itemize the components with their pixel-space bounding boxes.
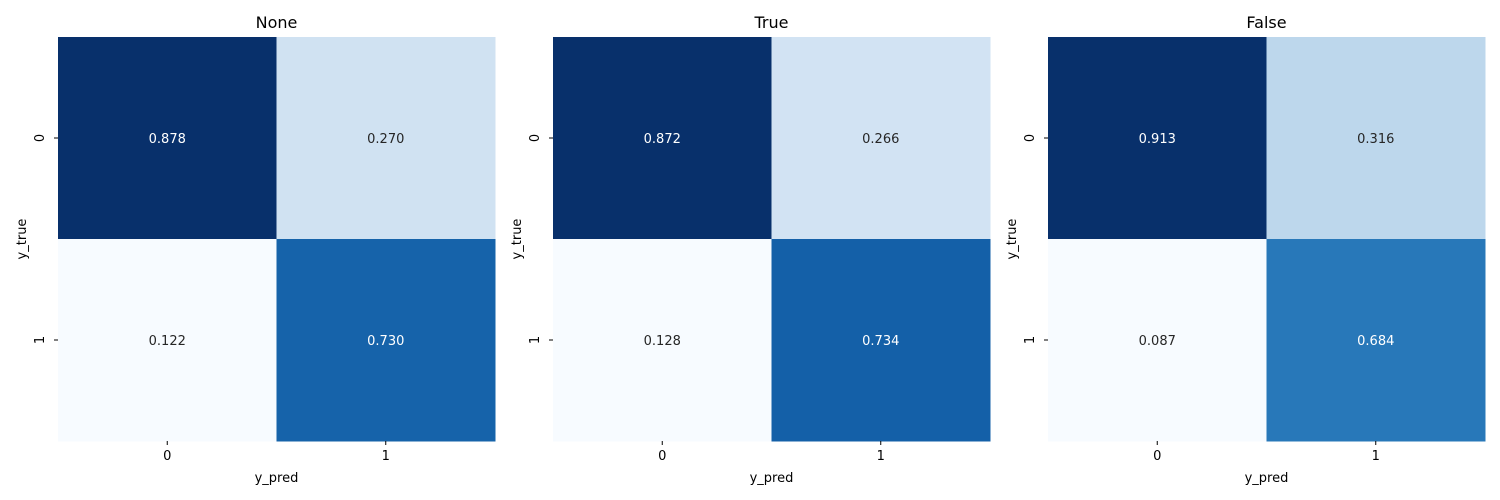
cell-value-label: 0.316 bbox=[1357, 132, 1394, 147]
heatmap-panel-0: 0.878 0.270 0.122 0.730 None 0 1 0 1 y_pred y_true bbox=[15, 13, 496, 486]
y-axis-label: y_true bbox=[510, 219, 525, 260]
heatmap-panel-2: 0.913 0.316 0.087 0.684 False 0 1 0 1 y_pred y_tru… bbox=[1005, 13, 1486, 486]
x-tick-label: 1 bbox=[1372, 449, 1380, 464]
cell-value-label: 0.270 bbox=[367, 132, 404, 147]
heatmap-cell-r1-c0 bbox=[1048, 239, 1267, 442]
y-tick-label: 1 bbox=[33, 336, 48, 344]
cell-value-label: 0.913 bbox=[1139, 132, 1176, 147]
x-tick-label: 1 bbox=[877, 449, 885, 464]
x-tick-label: 0 bbox=[1153, 449, 1161, 464]
x-tick-label: 1 bbox=[382, 449, 390, 464]
cell-value-label: 0.684 bbox=[1357, 334, 1394, 349]
x-axis-label: y_pred bbox=[1245, 471, 1289, 486]
cell-value-label: 0.266 bbox=[862, 132, 899, 147]
x-axis-label: y_pred bbox=[255, 471, 299, 486]
y-tick-label: 0 bbox=[1023, 134, 1038, 142]
heatmap-cell-r0-c0 bbox=[553, 37, 772, 240]
heatmap-cell-r0-c0 bbox=[1048, 37, 1267, 240]
y-tick-label: 0 bbox=[33, 134, 48, 142]
cell-value-label: 0.734 bbox=[862, 334, 899, 349]
heatmap-cell-r1-c1 bbox=[276, 239, 496, 442]
y-tick-label: 1 bbox=[528, 336, 543, 344]
heatmap-cell-r1-c1 bbox=[771, 239, 991, 442]
heatmap-cell-r1-c0 bbox=[553, 239, 772, 442]
chart-title: False bbox=[1246, 13, 1286, 32]
heatmap-cell-r0-c1 bbox=[771, 37, 991, 240]
x-axis-label: y_pred bbox=[750, 471, 794, 486]
y-axis-label: y_true bbox=[1005, 219, 1020, 260]
y-tick-label: 1 bbox=[1023, 336, 1038, 344]
cell-value-label: 0.730 bbox=[367, 334, 404, 349]
x-tick-label: 0 bbox=[163, 449, 171, 464]
y-axis-label: y_true bbox=[15, 219, 30, 260]
cell-value-label: 0.878 bbox=[149, 132, 186, 147]
x-tick-label: 0 bbox=[658, 449, 666, 464]
heatmap-panel-1: 0.872 0.266 0.128 0.734 True 0 1 0 1 y_pred y_true bbox=[510, 13, 991, 486]
y-tick-label: 0 bbox=[528, 134, 543, 142]
cell-value-label: 0.872 bbox=[644, 132, 681, 147]
heatmap-cell-r0-c1 bbox=[276, 37, 496, 240]
heatmap-cell-r1-c1 bbox=[1266, 239, 1486, 442]
cell-value-label: 0.087 bbox=[1139, 334, 1176, 349]
heatmap-cell-r0-c1 bbox=[1266, 37, 1486, 240]
cell-value-label: 0.122 bbox=[149, 334, 186, 349]
chart-title: True bbox=[754, 13, 789, 32]
heatmap-cell-r0-c0 bbox=[58, 37, 277, 240]
heatmap-cell-r1-c0 bbox=[58, 239, 277, 442]
chart-title: None bbox=[256, 13, 298, 32]
cell-value-label: 0.128 bbox=[644, 334, 681, 349]
